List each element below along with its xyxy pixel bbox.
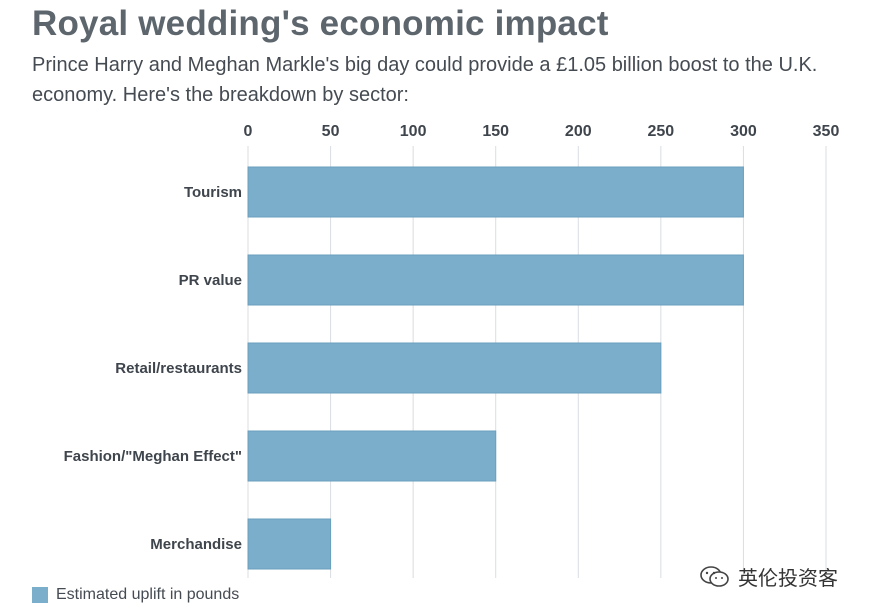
x-tick-label: 150: [482, 123, 509, 140]
watermark-text: 英伦投资客: [738, 566, 838, 590]
x-tick-label: 250: [648, 123, 675, 140]
category-label: PR value: [179, 272, 242, 289]
x-tick-label: 300: [730, 123, 757, 140]
legend: Estimated uplift in pounds: [32, 586, 239, 604]
category-label: Fashion/"Meghan Effect": [64, 448, 242, 465]
bar: [247, 430, 497, 482]
chart-title: Royal wedding's economic impact: [32, 4, 609, 43]
category-label: Merchandise: [150, 536, 242, 553]
watermark: 英伦投资客: [700, 562, 838, 591]
legend-swatch: [32, 587, 48, 603]
chart-subtitle: Prince Harry and Meghan Markle's big day…: [32, 54, 818, 106]
category-label: Tourism: [184, 184, 242, 201]
bar: [247, 166, 744, 218]
x-tick-label: 0: [244, 123, 253, 140]
wechat-icon: [700, 565, 729, 587]
bar: [247, 254, 744, 306]
bar: [247, 342, 662, 394]
x-tick-label: 50: [322, 123, 340, 140]
x-tick-label: 200: [565, 123, 592, 140]
category-label: Retail/restaurants: [115, 360, 242, 377]
x-tick-label: 350: [813, 123, 840, 140]
legend-label: Estimated uplift in pounds: [56, 586, 240, 603]
x-tick-label: 100: [400, 123, 427, 140]
bar: [247, 518, 332, 570]
